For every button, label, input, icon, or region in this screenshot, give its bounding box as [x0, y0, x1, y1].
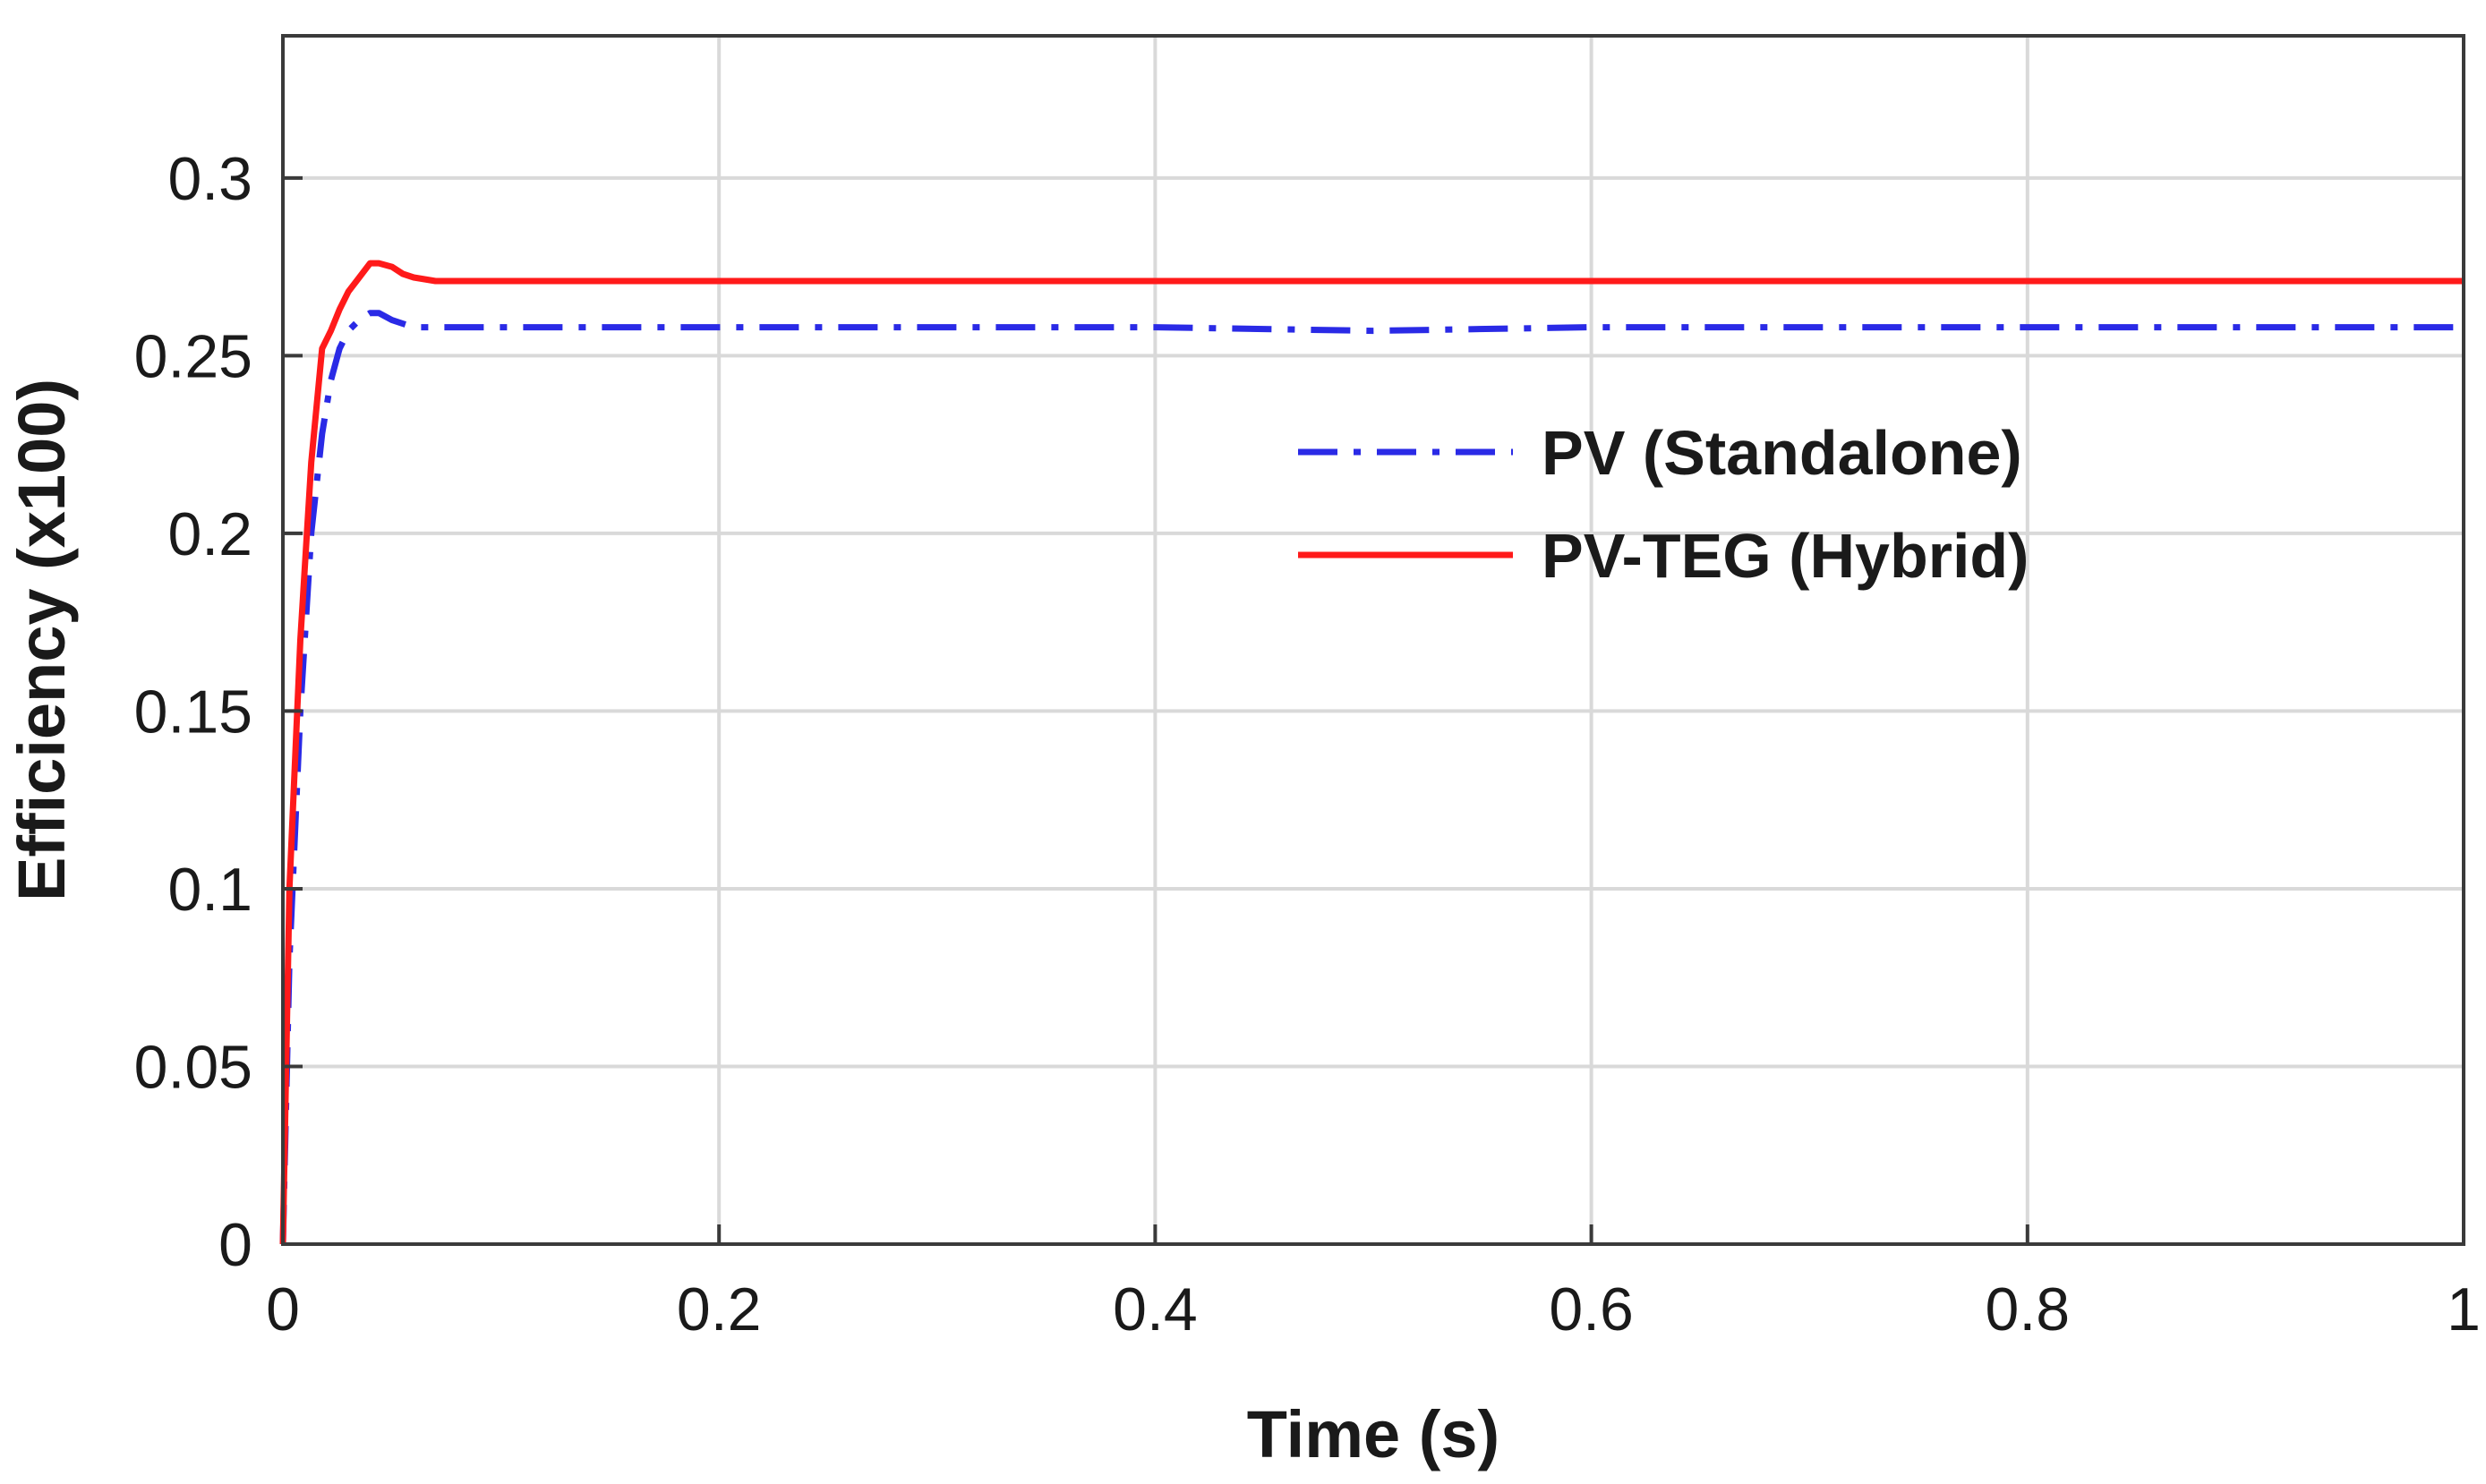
x-tick-label: 0.2	[677, 1275, 762, 1343]
x-tick-label: 0.4	[1113, 1275, 1198, 1343]
series-layer	[279, 260, 2464, 1245]
y-tick-label: 0	[218, 1211, 252, 1279]
y-tick-label: 0.1	[167, 856, 252, 924]
legend: PV (Standalone) PV-TEG (Hybrid)	[1298, 418, 2029, 591]
grid-layer	[283, 36, 2464, 1244]
y-tick-label: 0.2	[167, 500, 252, 568]
y-axis-label: Efficiency (x100)	[4, 379, 79, 901]
legend-label-pv-teg-hybrid: PV-TEG (Hybrid)	[1542, 521, 2029, 591]
y-tick-label: 0.05	[134, 1033, 252, 1101]
legend-label-pv-standalone: PV (Standalone)	[1542, 418, 2022, 488]
x-tick-label: 0.6	[1549, 1275, 1634, 1343]
x-tick-label: 0	[266, 1275, 300, 1343]
x-tick-label: 0.8	[1986, 1275, 2071, 1343]
tick-layer: 0 0.2 0.4 0.6 0.8 1 0 0.05 0.1 0.15 0.2 0.25 0.3	[134, 145, 2481, 1343]
series-line-pv-teg-hybrid	[279, 260, 2464, 1245]
x-tick-label: 1	[2447, 1275, 2481, 1343]
y-tick-label: 0.3	[167, 145, 252, 213]
x-axis-label: Time (s)	[1247, 1397, 1499, 1471]
plot-area-border	[281, 34, 2465, 1246]
y-tick-label: 0.15	[134, 678, 252, 746]
y-tick-label: 0.25	[134, 322, 252, 390]
series-line-pv-standalone	[279, 310, 2464, 1245]
